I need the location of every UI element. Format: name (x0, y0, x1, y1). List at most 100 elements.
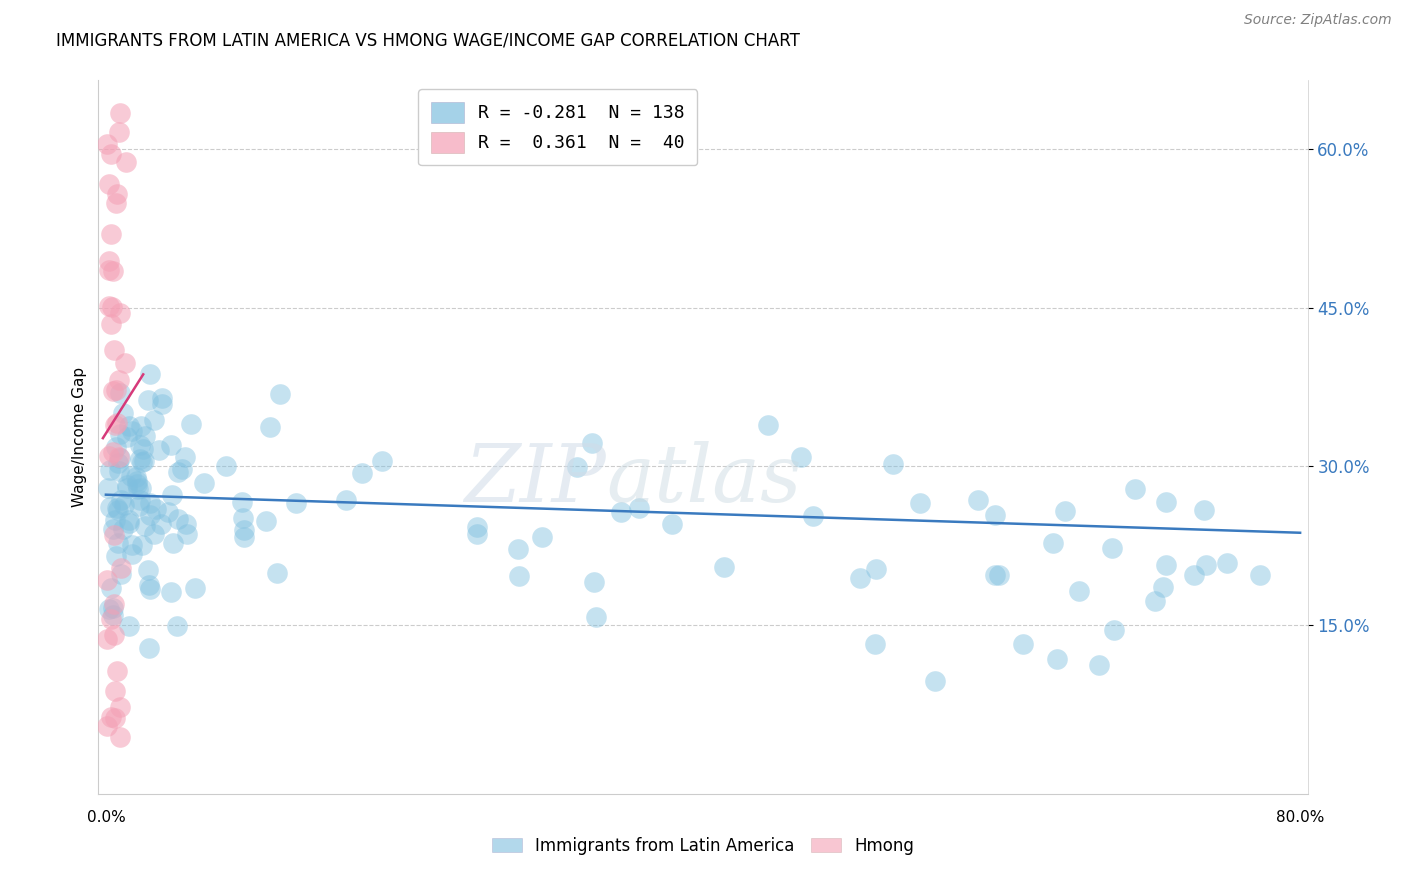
Point (128, 493, 150, 508)
Point (254, 514, 277, 528)
Point (908, 495, 931, 509)
Point (159, 438, 181, 452)
Point (924, 673, 946, 688)
Point (801, 508, 824, 523)
Text: IMMIGRANTS FROM LATIN AMERICA VS HMONG WAGE/INCOME GAP CORRELATION CHART: IMMIGRANTS FROM LATIN AMERICA VS HMONG W… (56, 31, 800, 49)
Point (1067, 584, 1090, 599)
Point (1182, 568, 1205, 582)
Point (103, 597, 125, 611)
Point (103, 343, 125, 357)
Point (100, 147, 122, 161)
Point (145, 502, 167, 516)
Point (148, 443, 170, 458)
Point (110, 451, 132, 466)
Point (231, 495, 253, 509)
Point (105, 417, 128, 431)
Point (139, 496, 162, 510)
Point (110, 493, 132, 508)
Point (105, 664, 128, 678)
Point (180, 417, 202, 432)
Point (790, 450, 813, 464)
Point (134, 454, 156, 468)
Point (125, 477, 148, 491)
Point (110, 427, 132, 442)
Point (259, 419, 281, 434)
Point (1143, 593, 1166, 607)
Point (610, 505, 633, 519)
Point (1012, 637, 1035, 651)
Point (508, 569, 530, 583)
Point (865, 561, 887, 575)
Point (136, 393, 159, 408)
Point (112, 406, 135, 420)
Point (127, 482, 149, 496)
Point (98, 500, 121, 514)
Point (121, 547, 143, 561)
Point (101, 384, 124, 399)
Legend: R = -0.281  N = 138, R =  0.361  N =  40: R = -0.281 N = 138, R = 0.361 N = 40 (419, 89, 697, 165)
Point (138, 577, 160, 591)
Point (1101, 541, 1123, 555)
Point (96, 574, 118, 588)
Point (118, 516, 141, 530)
Point (96, 718, 118, 732)
Point (107, 535, 129, 549)
Point (266, 566, 288, 580)
Point (118, 619, 141, 633)
Point (173, 450, 195, 465)
Point (232, 523, 254, 537)
Point (100, 227, 122, 241)
Point (865, 637, 887, 651)
Point (1046, 652, 1069, 666)
Point (105, 187, 128, 202)
Point (150, 517, 173, 532)
Point (139, 367, 162, 381)
Point (97, 300, 120, 314)
Text: ZIP: ZIP (464, 442, 606, 518)
Point (465, 520, 488, 534)
Text: 0.0%: 0.0% (87, 810, 125, 825)
Point (104, 711, 127, 725)
Point (98, 449, 121, 463)
Point (628, 500, 651, 515)
Point (112, 498, 135, 512)
Point (110, 730, 132, 744)
Point (103, 527, 125, 541)
Point (371, 453, 394, 467)
Point (104, 417, 127, 432)
Text: Source: ZipAtlas.com: Source: ZipAtlas.com (1244, 13, 1392, 28)
Point (162, 536, 184, 550)
Point (107, 501, 129, 516)
Point (174, 516, 197, 531)
Point (988, 568, 1011, 582)
Point (101, 264, 124, 278)
Point (96, 632, 118, 646)
Point (184, 581, 207, 595)
Point (121, 424, 143, 438)
Point (107, 125, 129, 139)
Point (232, 511, 254, 525)
Point (110, 566, 132, 581)
Point (108, 373, 131, 387)
Point (100, 612, 122, 626)
Text: 80.0%: 80.0% (1275, 810, 1324, 825)
Point (984, 508, 1007, 522)
Point (100, 710, 122, 724)
Point (110, 561, 132, 575)
Point (101, 600, 124, 615)
Point (285, 496, 308, 510)
Point (1152, 580, 1174, 594)
Point (115, 477, 138, 491)
Point (1192, 502, 1215, 516)
Point (150, 392, 173, 406)
Point (98, 178, 121, 192)
Point (350, 466, 373, 480)
Point (107, 456, 129, 470)
Point (128, 499, 150, 513)
Point (233, 530, 256, 544)
Y-axis label: Wage/Income Gap: Wage/Income Gap (72, 367, 87, 508)
Point (104, 513, 127, 527)
Point (166, 512, 188, 526)
Point (97, 481, 120, 495)
Point (101, 607, 124, 622)
